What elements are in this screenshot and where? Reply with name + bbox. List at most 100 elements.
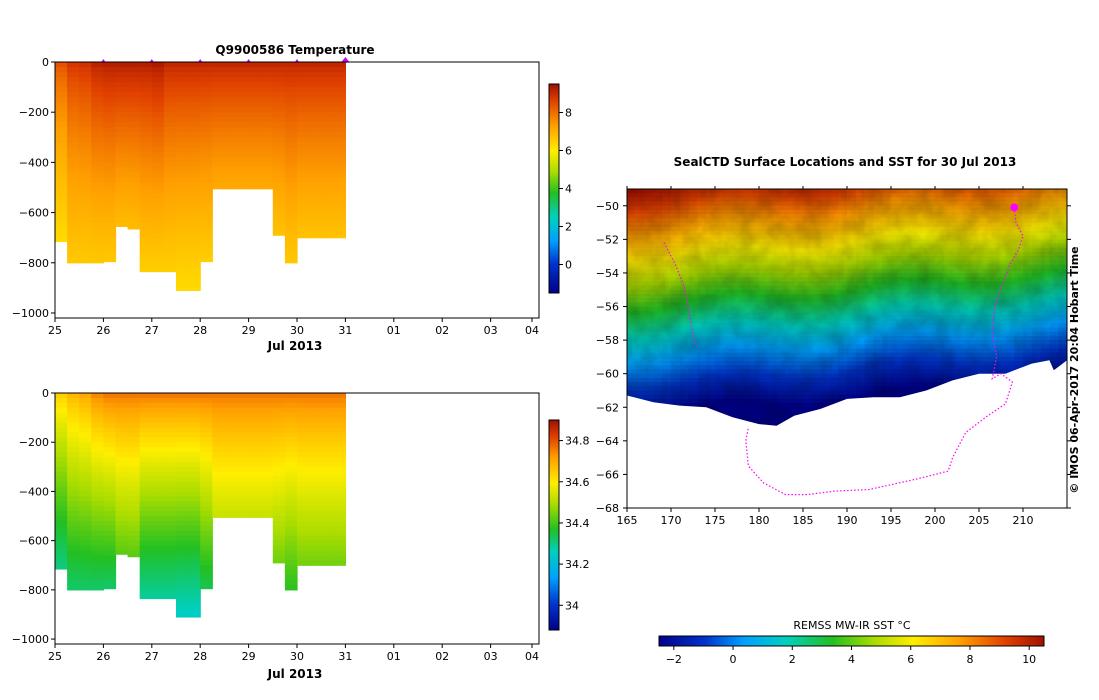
heatmap-cell — [79, 506, 92, 512]
heatmap-cell — [188, 570, 201, 576]
heatmap-cell — [309, 137, 322, 143]
heatmap-cell — [333, 152, 346, 158]
heatmap-cell — [139, 142, 153, 148]
heatmap-cell — [188, 393, 201, 399]
heatmap-cell — [188, 417, 201, 424]
heatmap-cell — [272, 466, 286, 473]
heatmap-cell — [176, 525, 189, 532]
heatmap-cell — [163, 550, 177, 557]
heatmap-cell — [67, 247, 80, 254]
heatmap-cell — [200, 496, 213, 502]
heatmap-cell — [309, 481, 322, 488]
heatmap-cell — [103, 232, 117, 239]
heatmap-cell — [333, 62, 346, 68]
heatmap-cell — [200, 217, 213, 224]
y-tick-label: −200 — [19, 106, 49, 119]
heatmap-cell — [151, 197, 165, 204]
heatmap-cell — [321, 545, 334, 552]
heatmap-cell — [176, 530, 189, 537]
heatmap-cell — [297, 142, 310, 148]
heatmap-cell — [151, 466, 165, 473]
heatmap-cell — [260, 62, 274, 68]
heatmap-cell — [91, 442, 104, 448]
heatmap-cell — [321, 437, 334, 443]
heatmap-cell — [188, 157, 201, 163]
heatmap-cell — [188, 217, 201, 224]
heatmap-cell — [79, 560, 92, 566]
heatmap-cell — [79, 142, 92, 148]
heatmap-cell — [176, 535, 189, 542]
heatmap-cell — [200, 62, 213, 68]
heatmap-cell — [321, 182, 334, 189]
heatmap-cell — [55, 496, 68, 502]
heatmap-cell — [297, 550, 310, 557]
heatmap-cell — [260, 132, 274, 138]
heatmap-cell — [127, 62, 141, 68]
heatmap-cell — [115, 82, 129, 88]
heatmap-cell — [91, 182, 104, 189]
heatmap-cell — [236, 67, 250, 73]
heatmap-cell — [321, 107, 334, 113]
heatmap-cell — [55, 192, 68, 199]
heatmap-cell — [151, 565, 165, 571]
heatmap-cell — [200, 222, 213, 229]
heatmap-cell — [236, 511, 250, 517]
heatmap-cell — [151, 72, 165, 78]
heatmap-cell — [188, 212, 201, 219]
heatmap-cell — [224, 422, 238, 429]
heatmap-cell — [297, 535, 310, 542]
heatmap-cell — [236, 393, 250, 399]
heatmap-cell — [163, 232, 177, 239]
heatmap-cell — [79, 570, 92, 576]
heatmap-cell — [321, 481, 334, 488]
heatmap-cell — [163, 452, 177, 458]
heatmap-cell — [67, 197, 80, 204]
heatmap-cell — [284, 437, 298, 443]
heatmap-cell — [260, 112, 274, 118]
heatmap-cell — [297, 62, 310, 68]
heatmap-cell — [272, 192, 286, 199]
heatmap-cell — [248, 67, 262, 73]
heatmap-cell — [284, 242, 298, 249]
heatmap-cell — [224, 417, 238, 424]
heatmap-cell — [272, 197, 286, 204]
x-tick-label: 27 — [145, 324, 159, 337]
heatmap-cell — [115, 217, 129, 224]
heatmap-cell — [139, 437, 153, 443]
heatmap-cell — [67, 217, 80, 224]
heatmap-cell — [188, 112, 201, 118]
heatmap-cell — [212, 132, 225, 138]
heatmap-cell — [188, 432, 201, 438]
heatmap-cell — [176, 511, 189, 517]
heatmap-cell — [151, 122, 165, 128]
heatmap-cell — [91, 137, 104, 143]
heatmap-cell — [67, 252, 80, 259]
heatmap-cell — [176, 397, 189, 404]
heatmap-cell — [284, 177, 298, 184]
heatmap-cell — [55, 227, 68, 234]
heatmap-cell — [139, 92, 153, 98]
heatmap-cell — [236, 491, 250, 497]
heatmap-cell — [55, 476, 68, 483]
heatmap-cell — [333, 545, 346, 552]
heatmap-cell — [67, 397, 80, 404]
heatmap-cell — [297, 122, 310, 128]
heatmap-cell — [248, 92, 262, 98]
heatmap-cell — [127, 92, 141, 98]
heatmap-cell — [127, 122, 141, 128]
heatmap-cell — [260, 496, 274, 502]
heatmap-cell — [188, 540, 201, 547]
heatmap-cell — [260, 67, 274, 73]
heatmap-cell — [188, 97, 201, 103]
heatmap-cell — [309, 192, 322, 199]
heatmap-cell — [297, 417, 310, 424]
heatmap-cell — [284, 452, 298, 458]
heatmap-cell — [309, 172, 322, 179]
heatmap-cell — [248, 122, 262, 128]
heatmap-cell — [79, 197, 92, 204]
heatmap-cell — [224, 112, 238, 118]
heatmap-cell — [115, 187, 129, 194]
heatmap-cell — [224, 92, 238, 98]
heatmap-cell — [200, 197, 213, 204]
heatmap-cell — [236, 422, 250, 429]
